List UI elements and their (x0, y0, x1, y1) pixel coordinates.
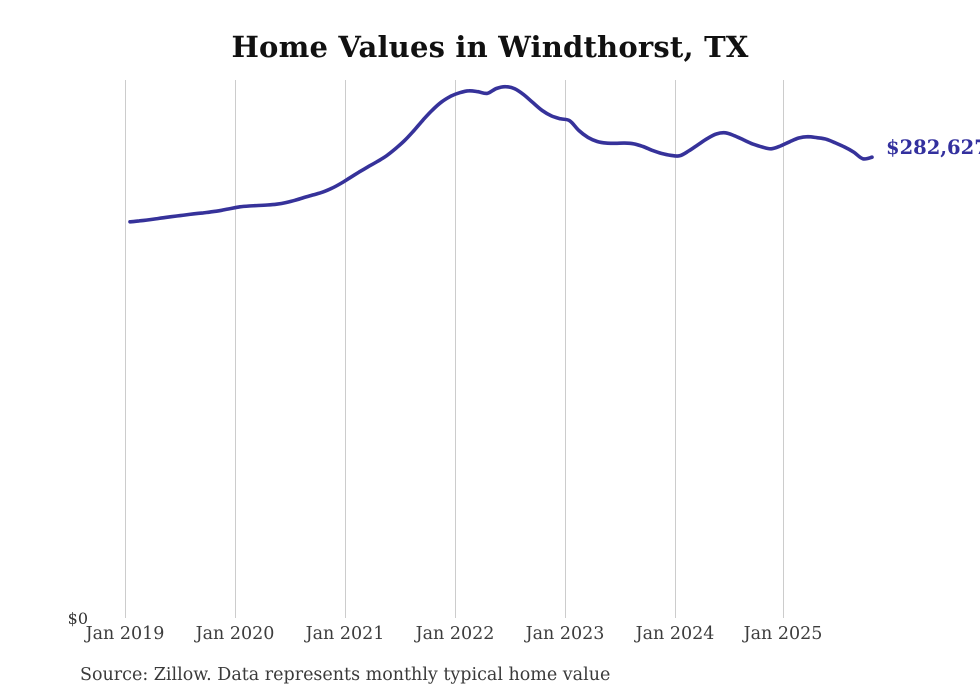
x-axis-tick-label: Jan 2022 (415, 624, 495, 644)
x-axis-tick-label: Jan 2020 (195, 624, 275, 644)
chart-title: Home Values in Windthorst, TX (231, 30, 749, 64)
home-value-line (128, 84, 874, 224)
y-axis-zero-label: $0 (67, 609, 88, 628)
x-axis-tick-label: Jan 2019 (85, 624, 165, 644)
x-axis-tick-label: Jan 2023 (525, 624, 605, 644)
x-axis-tick-label: Jan 2024 (635, 624, 715, 644)
latest-value-label: $282,627 (886, 136, 980, 159)
source-note: Source: Zillow. Data represents monthly … (80, 665, 611, 685)
x-axis-tick-label: Jan 2025 (743, 624, 823, 644)
x-axis-tick-label: Jan 2021 (305, 624, 385, 644)
